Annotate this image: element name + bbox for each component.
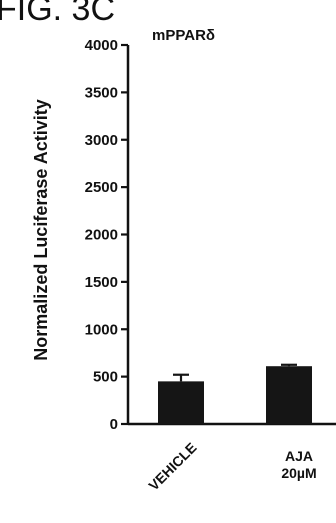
chart-title: mPPARδ — [152, 27, 215, 44]
y-tick-label: 0 — [110, 416, 118, 433]
y-axis-ticks: 0 500 1000 1500 2000 2500 3000 3500 4000 — [85, 37, 128, 433]
y-tick-label: 1500 — [85, 274, 118, 291]
y-tick-label: 2000 — [85, 227, 118, 244]
category-label-1: VEHICLE — [145, 439, 199, 493]
y-tick-label: 1000 — [85, 321, 118, 338]
y-tick-label: 500 — [93, 369, 118, 386]
y-axis-label: Normalized Luciferase Activity — [31, 99, 51, 360]
bar-2 — [266, 366, 312, 424]
category-labels: VEHICLE AJA 20µM — [145, 439, 316, 493]
y-tick-label: 3000 — [85, 132, 118, 149]
bars — [158, 363, 312, 424]
bar-1 — [158, 381, 204, 424]
y-tick-label: 3500 — [85, 84, 118, 101]
figure-label: FIG. 3C — [0, 0, 115, 28]
y-tick-label: 4000 — [85, 37, 118, 54]
category-label-2: AJA 20µM — [281, 448, 316, 481]
y-tick-label: 2500 — [85, 179, 118, 196]
